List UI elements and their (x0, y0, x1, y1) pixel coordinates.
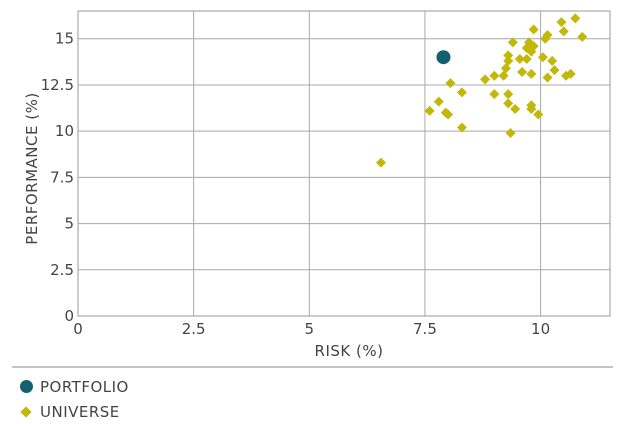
universe-point (498, 70, 509, 81)
legend-item-portfolio: PORTFOLIO (20, 374, 129, 399)
universe-point (570, 13, 581, 24)
portfolio-circle-icon (20, 380, 40, 393)
universe-point (500, 63, 511, 74)
x-tick-label: 5 (305, 320, 315, 338)
universe-point (433, 96, 444, 107)
y-tick-label: 0 (64, 307, 74, 325)
x-tick-label: 10 (531, 320, 550, 338)
universe-point (510, 103, 521, 114)
x-tick-label: 2.5 (182, 320, 206, 338)
universe-point (542, 72, 553, 83)
x-tick-label: 0 (73, 320, 83, 338)
x-axis-title: RISK (%) (315, 342, 384, 360)
universe-point (489, 70, 500, 81)
universe-point (577, 31, 588, 42)
universe-point (528, 24, 539, 35)
grid (77, 10, 611, 317)
universe-point (549, 65, 560, 76)
y-tick-label: 12.5 (41, 76, 74, 94)
universe-point (558, 26, 569, 37)
universe-point (526, 103, 537, 114)
universe-point (424, 105, 435, 116)
legend-label-portfolio: PORTFOLIO (40, 377, 129, 396)
universe-point (514, 54, 525, 65)
legend-item-universe: UNIVERSE (20, 399, 129, 424)
legend: PORTFOLIO UNIVERSE (20, 374, 129, 424)
portfolio-point (436, 50, 451, 65)
legend-label-universe: UNIVERSE (40, 402, 120, 421)
y-tick-label: 10 (55, 122, 74, 140)
universe-point (503, 50, 514, 61)
y-tick-label: 15 (55, 30, 74, 48)
universe-point (542, 30, 553, 41)
universe-point (480, 74, 491, 85)
universe-point (547, 55, 558, 66)
universe-point (507, 37, 518, 48)
universe-point (456, 87, 467, 98)
universe-point (445, 78, 456, 89)
y-axis-ticks: 0 2.5 5 7.5 10 12.5 15 (41, 30, 74, 325)
y-tick-label: 5 (64, 215, 74, 233)
x-axis-ticks: 0 2.5 5 7.5 10 (73, 320, 550, 338)
plot-frame (77, 10, 611, 317)
universe-point (376, 157, 387, 168)
universe-point (521, 54, 532, 65)
y-axis-title: PERFORMANCE (%) (23, 92, 41, 244)
x-tick-label: 7.5 (413, 320, 437, 338)
universe-point (503, 55, 514, 66)
universe-point (537, 52, 548, 63)
y-tick-label: 7.5 (50, 168, 74, 186)
universe-point (456, 122, 467, 133)
universe-point (503, 89, 514, 100)
data-points (376, 13, 588, 168)
universe-point (505, 128, 516, 138)
y-tick-label: 2.5 (50, 261, 74, 279)
universe-point (533, 109, 544, 120)
universe-point (556, 17, 567, 28)
universe-point (517, 67, 528, 77)
universe-diamond-icon (20, 405, 40, 418)
universe-point (489, 89, 500, 100)
universe-point (565, 68, 576, 79)
universe-point (526, 68, 537, 79)
universe-point (443, 109, 454, 120)
universe-point (503, 98, 514, 109)
universe-point (528, 41, 539, 52)
